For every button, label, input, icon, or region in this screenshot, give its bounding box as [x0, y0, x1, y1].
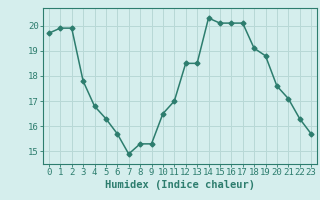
- X-axis label: Humidex (Indice chaleur): Humidex (Indice chaleur): [105, 180, 255, 190]
